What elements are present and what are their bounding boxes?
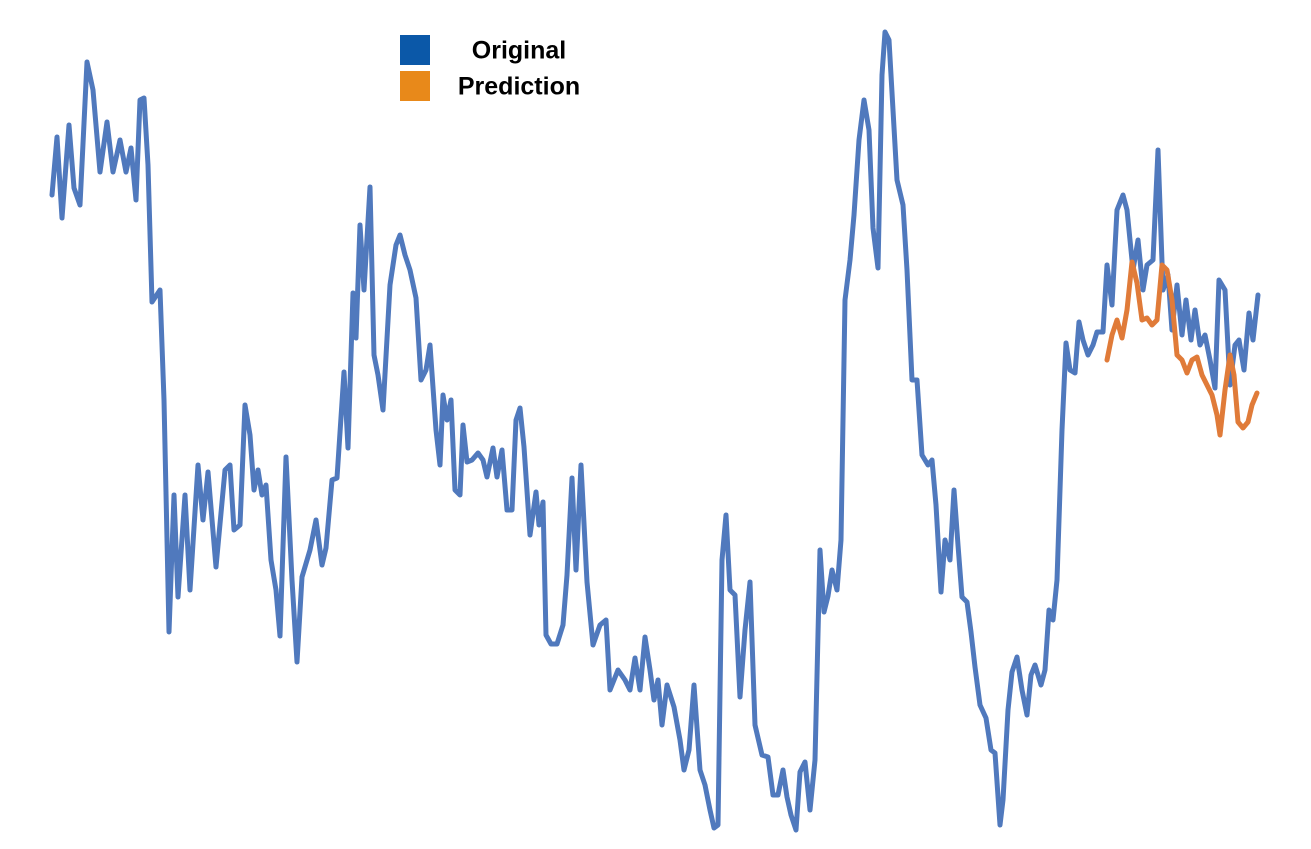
legend-swatch	[400, 71, 430, 101]
legend-label: Original	[472, 37, 566, 65]
series-line	[49, 29, 1261, 833]
legend-swatch	[400, 35, 430, 65]
series-line	[1104, 259, 1260, 438]
legend-label: Prediction	[458, 73, 580, 101]
